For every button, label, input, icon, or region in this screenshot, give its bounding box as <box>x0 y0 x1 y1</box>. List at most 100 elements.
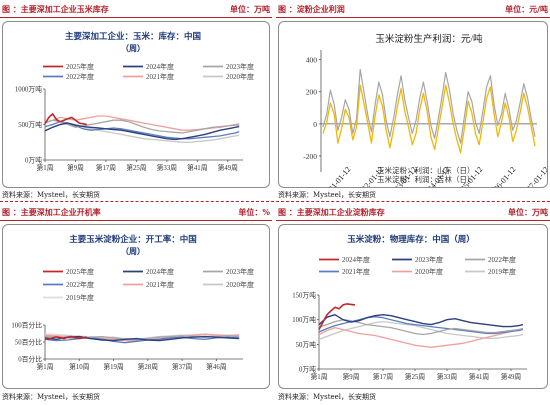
legend-label: 2025年度 <box>66 62 94 71</box>
source-note: 资料来源：Mysteel，长安期货 <box>278 393 377 401</box>
x-tick-label: 2026-01-12 <box>487 165 518 187</box>
legend-label: 2021年度 <box>342 267 370 276</box>
y-tick-label: 0万吨 <box>299 365 316 374</box>
x-tick-label: 第10周 <box>69 362 89 371</box>
legend-label: 2023年度 <box>226 62 254 71</box>
legend-label: 2020年度 <box>226 280 254 289</box>
series-line <box>44 113 88 126</box>
legend-label: 2021年度 <box>146 280 174 289</box>
x-tick-label: 第25周 <box>126 163 146 172</box>
x-tick-label: 第49周 <box>218 163 238 172</box>
series-line <box>318 320 524 341</box>
panel-title: 图 ：主要深加工企业玉米库存 <box>2 4 109 14</box>
chart-title: 主要深加工企业：玉米：库存：中国 <box>65 31 201 41</box>
panel-header: 图 ：主要深加工企业玉米库存 单位：万吨 <box>0 0 272 18</box>
chart-frame: 主要玉米淀粉企业：开工率：中国 （周） 2025年度 2024年度 2023年度 2022… <box>2 224 270 389</box>
x-tick-label: 第41周 <box>469 372 489 381</box>
source-note: 资料来源：Mysteel，长安期货 <box>2 191 101 199</box>
y-tick-label: 50百分比 <box>15 338 42 347</box>
x-tick-label: 第17周 <box>96 163 116 172</box>
x-tick-label: 第25周 <box>405 372 425 381</box>
y-tick-label: 100万吨 <box>292 315 316 324</box>
x-tick-label: 第17周 <box>373 372 393 381</box>
x-tick-label: 第46周 <box>206 362 226 371</box>
x-tick-label: 第37周 <box>172 362 192 371</box>
divider <box>0 201 550 202</box>
chart-corn-inventory: 主要深加工企业：玉米：库存：中国（周）2025年度 2024年度 2023年度202… <box>15 31 254 172</box>
legend-label: 2023年度 <box>415 255 443 264</box>
y-tick-label: 100百分比 <box>11 321 42 330</box>
panel-header: 图 ：主要深加工企业开机率 单位：% <box>0 203 272 221</box>
legend-label: 2019年度 <box>488 267 516 276</box>
series-line <box>44 335 240 342</box>
y-tick-label: -200 <box>303 152 317 161</box>
panel-header: 图 ：主要深加工企业淀粉库存 单位：万吨 <box>276 203 550 221</box>
legend-label: 2022年度 <box>66 280 94 289</box>
chart-frame: 玉米淀粉生产利润：元/吨 400 200 0 -200 2021-01-12 2022-01… <box>278 21 548 188</box>
panel-title: 图 ：淀粉企业利润 <box>278 4 345 14</box>
x-tick-label: 2021-01-12 <box>322 165 353 187</box>
y-tick-label: 150万吨 <box>292 291 316 300</box>
series-line <box>322 84 536 154</box>
x-tick-label: 第41周 <box>187 163 207 172</box>
legend-label: 2024年度 <box>342 255 370 264</box>
legend-label: 2020年度 <box>226 72 254 81</box>
legend-label: 2022年度 <box>66 72 94 81</box>
chart-title: 玉米淀粉生产利润：元/吨 <box>375 33 483 45</box>
x-tick-label: 第28周 <box>138 362 158 371</box>
panel-starch-profit: 图 ：淀粉企业利润 单位：元/吨 玉米淀粉生产利润：元/吨 400 200 0 -200… <box>276 0 550 203</box>
y-tick-label: 400 <box>306 56 318 65</box>
x-tick-label: 第9周 <box>343 372 360 381</box>
chart-subtitle: （周） <box>121 43 145 53</box>
series-line <box>44 122 240 141</box>
panel-unit: 单位：元/吨 <box>505 4 548 14</box>
source-note: 资料来源：Mysteel，长安期货 <box>278 191 377 199</box>
chart-starch-inventory: 玉米淀粉：物理库存：中国（周） 2024年度 2023年度 2022年度 2021年度 2… <box>292 234 527 381</box>
legend-label: 2021年度 <box>146 72 174 81</box>
legend-label: 2020年度 <box>415 267 443 276</box>
series-line <box>322 68 536 144</box>
chart-subtitle: （周） <box>121 246 145 256</box>
panel-starch-inventory: 图 ：主要深加工企业淀粉库存 单位：万吨 玉米淀粉：物理库存：中国（周） 2024… <box>276 203 550 406</box>
x-tick-label: 2027-01-12 <box>520 165 547 187</box>
series-line <box>44 119 240 134</box>
x-tick-label: 第1周 <box>37 362 54 371</box>
legend-label: 2024年度 <box>146 62 174 71</box>
series-line <box>318 314 524 328</box>
x-tick-label: 第49周 <box>501 372 521 381</box>
panel-unit: 单位：% <box>238 207 270 217</box>
legend-label: 2024年度 <box>146 267 174 276</box>
y-tick-label: 0 <box>313 120 317 129</box>
x-tick-label: 第1周 <box>37 163 54 172</box>
chart-title: 主要玉米淀粉企业：开工率：中国 <box>69 234 197 244</box>
series-line <box>44 335 87 341</box>
x-tick-label: 第33周 <box>157 163 177 172</box>
panel-corn-inventory: 图 ：主要深加工企业玉米库存 单位：万吨 主要深加工企业：玉米：库存：中国 （周）… <box>0 0 272 203</box>
source-note: 资料来源：Mysteel，长安期货 <box>2 393 101 401</box>
series-line <box>318 303 356 330</box>
legend-label: 2022年度 <box>488 255 516 264</box>
x-tick-label: 第1周 <box>311 372 328 381</box>
y-tick-label: 0万吨 <box>25 156 42 165</box>
y-tick-label: 500万吨 <box>18 120 42 129</box>
chart-frame: 主要深加工企业：玉米：库存：中国 （周） 2025年度 2024年度 2023年度 202… <box>2 21 270 188</box>
y-tick-label: 1000万吨 <box>15 85 42 94</box>
y-tick-label: 50万吨 <box>296 340 317 349</box>
panel-title: 图 ：主要深加工企业开机率 <box>2 207 101 217</box>
x-tick-label: 第19周 <box>103 362 123 371</box>
series-line <box>318 326 524 348</box>
x-tick-label: 第9周 <box>67 163 84 172</box>
legend-label: 2023年度 <box>226 267 254 276</box>
legend-label: 2019年度 <box>66 293 94 302</box>
y-tick-label: 0百分比 <box>18 355 42 364</box>
legend-label: 玉米淀粉：利润：吉林（日） <box>377 174 475 184</box>
x-tick-label: 第33周 <box>437 372 457 381</box>
panel-operating-rate: 图 ：主要深加工企业开机率 单位：% 主要玉米淀粉企业：开工率：中国 （周） 202… <box>0 203 272 406</box>
panel-unit: 单位：万吨 <box>230 4 270 14</box>
y-tick-label: 200 <box>306 88 318 97</box>
legend-label: 玉米淀粉：利润：山东（日） <box>377 165 475 175</box>
chart-frame: 玉米淀粉：物理库存：中国（周） 2024年度 2023年度 2022年度 2021年度 2… <box>278 224 548 389</box>
panel-header: 图 ：淀粉企业利润 单位：元/吨 <box>276 0 550 18</box>
chart-operating-rate: 主要玉米淀粉企业：开工率：中国 （周） 2025年度 2024年度 2023年度 2022… <box>11 234 254 371</box>
